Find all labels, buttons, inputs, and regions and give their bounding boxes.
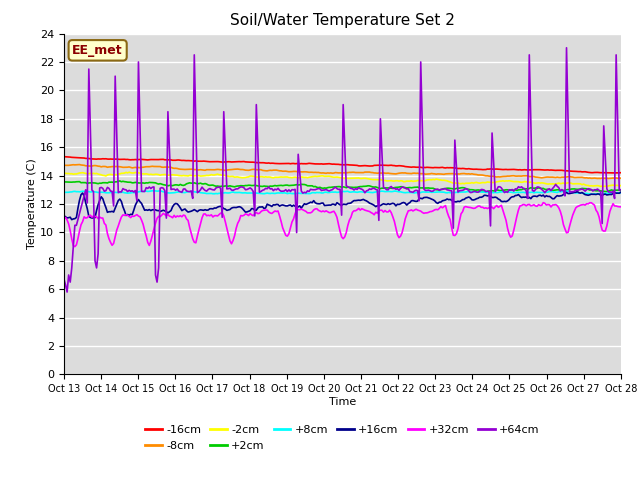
+32cm [246,211,254,216]
+2cm [255,183,263,189]
+64cm [305,189,313,194]
+64cm [228,187,236,193]
+32cm [130,214,138,219]
Line: -16cm: -16cm [64,156,621,173]
+32cm [255,210,263,216]
+8cm [589,191,596,197]
-16cm [612,170,620,176]
+64cm [130,189,138,195]
+16cm [68,217,76,223]
Text: EE_met: EE_met [72,44,123,57]
-8cm [246,167,254,173]
Title: Soil/Water Temperature Set 2: Soil/Water Temperature Set 2 [230,13,455,28]
+16cm [305,200,313,206]
-2cm [603,184,611,190]
+2cm [130,180,138,186]
+16cm [60,213,68,218]
+64cm [255,189,263,195]
+8cm [255,191,263,196]
+32cm [71,244,79,250]
+64cm [589,188,596,194]
-8cm [76,162,83,168]
Line: +32cm: +32cm [64,203,621,247]
Line: +16cm: +16cm [64,192,621,220]
+32cm [228,241,236,247]
+32cm [540,200,547,205]
Y-axis label: Temperature (C): Temperature (C) [28,158,37,250]
+64cm [60,276,68,282]
+2cm [60,179,68,185]
-2cm [125,169,133,175]
+32cm [305,210,313,216]
+32cm [589,201,596,207]
+16cm [246,208,254,214]
+8cm [129,190,136,195]
+8cm [305,191,313,196]
+2cm [617,188,625,193]
Line: +8cm: +8cm [64,191,621,194]
-16cm [586,169,594,175]
-2cm [305,174,313,180]
-2cm [130,170,138,176]
+8cm [148,188,156,193]
-2cm [246,173,254,179]
+16cm [617,190,625,195]
+64cm [563,45,570,51]
Line: -8cm: -8cm [64,165,621,179]
+2cm [246,182,254,188]
+8cm [246,190,254,196]
-8cm [617,175,625,181]
-2cm [588,183,595,189]
+8cm [60,190,68,195]
+2cm [228,183,236,189]
+2cm [116,178,124,184]
+16cm [589,192,596,197]
Line: -2cm: -2cm [64,172,621,187]
+8cm [617,190,625,195]
+32cm [617,204,625,210]
+2cm [305,183,313,189]
+64cm [617,187,625,192]
+16cm [573,189,581,194]
-8cm [130,165,138,170]
+16cm [130,207,138,213]
+2cm [589,188,596,193]
+64cm [246,185,254,191]
-8cm [588,175,595,181]
-8cm [60,162,68,168]
-16cm [244,159,252,165]
-8cm [605,176,612,181]
-2cm [617,183,625,189]
+16cm [228,205,236,211]
+64cm [63,289,71,295]
+8cm [228,190,236,195]
-8cm [305,169,313,175]
Line: +64cm: +64cm [64,48,621,292]
+16cm [255,204,263,210]
-16cm [60,154,68,159]
-2cm [228,173,236,179]
X-axis label: Time: Time [329,397,356,407]
+32cm [60,216,68,221]
-16cm [254,160,262,166]
+2cm [482,189,490,195]
-16cm [129,157,136,163]
-16cm [226,159,234,165]
-8cm [228,167,236,172]
+8cm [588,192,595,197]
-2cm [255,174,263,180]
-8cm [255,167,263,173]
Legend: -16cm, -8cm, -2cm, +2cm, +8cm, +16cm, +32cm, +64cm: -16cm, -8cm, -2cm, +2cm, +8cm, +16cm, +3… [141,421,544,456]
-16cm [303,161,311,167]
-16cm [617,170,625,176]
-2cm [60,170,68,176]
Line: +2cm: +2cm [64,181,621,192]
